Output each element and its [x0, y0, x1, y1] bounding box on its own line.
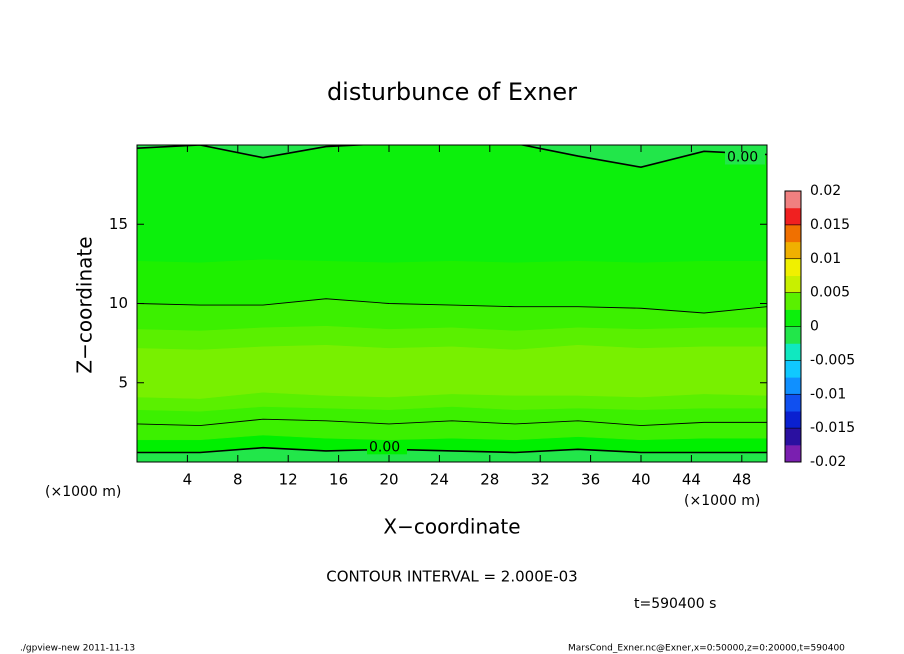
- footer-right: MarsCond_Exner.nc@Exner,x=0:50000,z=0:20…: [568, 644, 845, 654]
- contour-line: [137, 145, 767, 169]
- colorbar-swatch: [785, 275, 801, 293]
- colorbar-label: -0.015: [810, 420, 855, 436]
- time-note: t=590400 s: [634, 596, 716, 612]
- x-tick-label: 28: [480, 471, 499, 489]
- colorbar-label: -0.005: [810, 352, 855, 368]
- colorbar-swatch: [785, 207, 801, 226]
- colorbar-label: 0: [810, 319, 819, 335]
- x-tick-label: 16: [329, 471, 348, 489]
- x-tick-label: 44: [682, 471, 701, 489]
- contour-label-bg: [725, 150, 765, 165]
- chart-title: disturbunce of Exner: [327, 78, 577, 106]
- x-tick-label: 32: [531, 471, 550, 489]
- y-tick-label: 5: [118, 373, 128, 391]
- colorbar-swatch: [785, 309, 801, 327]
- y-axis-label: Z−coordinate: [73, 236, 97, 373]
- x-tick-label: 24: [430, 471, 449, 489]
- contour-label-bg: [367, 440, 407, 455]
- x-tick-label: 12: [279, 471, 298, 489]
- contour-interval: CONTOUR INTERVAL = 2.000E-03: [326, 568, 577, 586]
- contour-line: [137, 418, 767, 426]
- colorbar-swatch: [785, 445, 801, 463]
- fill-band: [137, 145, 767, 263]
- y-tick-label: 15: [109, 215, 128, 233]
- colorbar-swatch: [785, 377, 801, 395]
- y-tick-label: 10: [109, 294, 128, 312]
- footer-left: ./gpview-new 2011-11-13: [20, 644, 135, 654]
- colorbar-swatch: [785, 360, 801, 378]
- colorbar-label: 0.015: [810, 217, 850, 233]
- colorbar-label: -0.01: [810, 386, 846, 402]
- colorbar-label: 0.02: [810, 183, 841, 199]
- y-unit: (×1000 m): [45, 484, 121, 500]
- colorbar-label: 0.01: [810, 251, 841, 267]
- contour-line: [137, 298, 767, 314]
- colorbar-swatch: [785, 241, 801, 260]
- colorbar-swatch: [785, 292, 801, 310]
- contours: 0.00 0.00: [137, 145, 767, 455]
- contour-line: [137, 446, 767, 454]
- colorbar-swatch: [785, 428, 801, 446]
- x-tick-label: 40: [631, 471, 650, 489]
- colorbar-swatch: [785, 343, 801, 361]
- colorbar-label: 0.005: [810, 285, 850, 301]
- x-tick-label: 36: [581, 471, 600, 489]
- x-unit: (×1000 m): [684, 493, 760, 509]
- colorbar-swatch: [785, 411, 801, 429]
- colorbar-swatch: [785, 326, 801, 344]
- colorbar-swatch: [785, 224, 801, 243]
- contour-label: 0.00: [727, 150, 758, 166]
- x-tick-label: 4: [183, 471, 193, 489]
- field: [137, 145, 767, 462]
- contour-label: 0.00: [369, 439, 400, 455]
- x-axis-label: X−coordinate: [383, 515, 520, 539]
- colorbar-swatch: [785, 191, 801, 209]
- x-tick-label: 48: [732, 471, 751, 489]
- colorbar-swatch: [785, 258, 801, 276]
- colorbar-label: -0.02: [810, 454, 846, 470]
- x-tick-label: 8: [233, 471, 243, 489]
- x-tick-label: 20: [379, 471, 398, 489]
- colorbar-swatch: [785, 394, 801, 412]
